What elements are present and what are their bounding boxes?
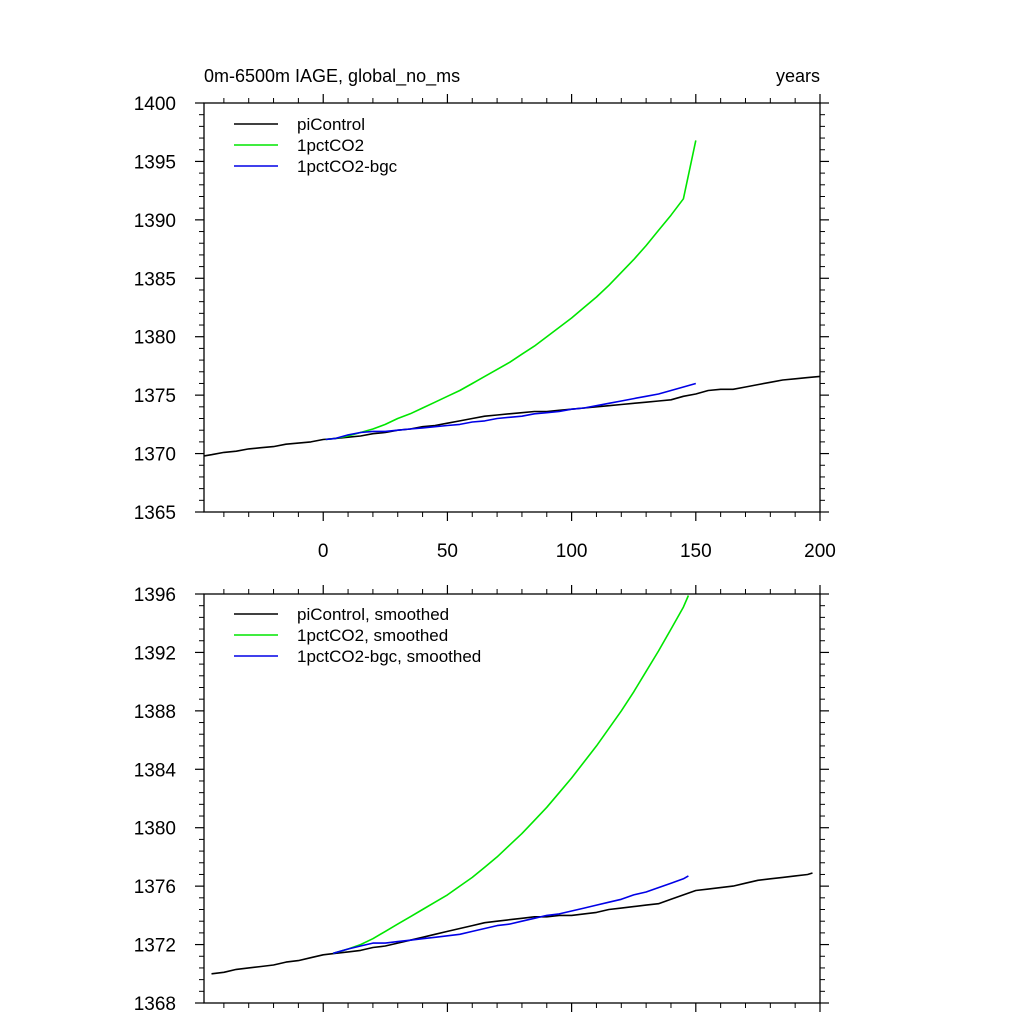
series-line-1 — [325, 140, 697, 441]
x-tick-label: 200 — [804, 541, 836, 562]
y-tick-label: 1375 — [134, 386, 176, 407]
legend-label: piControl — [297, 115, 365, 134]
top-panel: 1365 1370 1375 1380 1385 1390 1395 1400 0 50 100 15… — [134, 66, 836, 562]
y-tick-label: 1385 — [134, 269, 176, 290]
series-line-2 — [325, 382, 697, 441]
series-lines — [204, 140, 820, 457]
legend-label: 1pctCO2 — [297, 136, 364, 155]
x-tick-label: 50 — [437, 541, 458, 562]
y-tick-label: 1384 — [134, 760, 177, 781]
y-tick-label: 1370 — [134, 445, 176, 466]
bottom-panel: 1368 1372 1376 1380 1384 1388 1392 1396 piContro… — [134, 585, 829, 1015]
y-tick-label: 1365 — [134, 503, 176, 524]
legend-label: piControl, smoothed — [297, 605, 449, 624]
y-tick-label: 1380 — [134, 328, 176, 349]
x-tick-label: 150 — [680, 541, 712, 562]
series-line-0 — [204, 375, 820, 457]
legend-label: 1pctCO2-bgc — [297, 157, 398, 176]
y-tick-label: 1396 — [134, 585, 176, 606]
units-label: years — [776, 66, 820, 86]
y-tick-label: 1395 — [134, 152, 176, 173]
chart-title: 0m-6500m IAGE, global_no_ms — [204, 66, 460, 87]
plot-frame — [203, 593, 821, 1004]
y-tick-label: 1372 — [134, 936, 176, 957]
y-tick-label: 1392 — [134, 643, 176, 664]
y-tick-label: 1390 — [134, 211, 176, 232]
y-tick-label: 1368 — [134, 994, 176, 1015]
series-lines — [211, 595, 813, 975]
series-line-0 — [211, 872, 813, 975]
y-tick-label: 1400 — [134, 94, 176, 115]
series-line-2 — [332, 875, 689, 955]
x-tick-label: 100 — [556, 541, 588, 562]
y-tick-label: 1388 — [134, 702, 176, 723]
legend-label: 1pctCO2, smoothed — [297, 626, 448, 645]
legend-label: 1pctCO2-bgc, smoothed — [297, 647, 481, 666]
plot-frame — [203, 102, 821, 513]
series-line-1 — [332, 595, 690, 955]
y-tick-label: 1376 — [134, 877, 176, 898]
x-tick-label: 0 — [318, 541, 329, 562]
y-tick-label: 1380 — [134, 819, 176, 840]
